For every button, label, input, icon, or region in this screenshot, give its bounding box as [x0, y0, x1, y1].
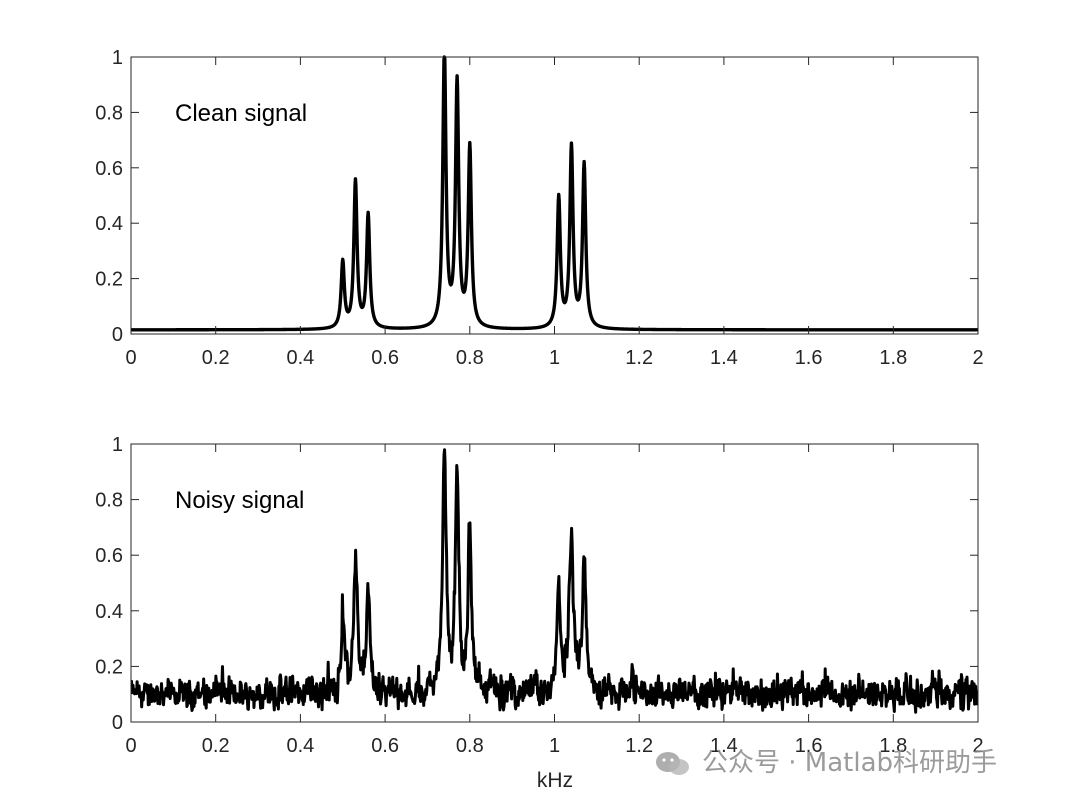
- signal-annotation: Clean signal: [175, 100, 307, 127]
- y-tick-label: 0.6: [95, 158, 123, 180]
- x-tick-label: 0.8: [456, 735, 484, 757]
- signal-line: [131, 55, 978, 332]
- y-tick-label: 1: [112, 434, 123, 456]
- watermark: 公众号 · Matlab科研助手: [656, 748, 997, 778]
- y-tick-label: 0.2: [95, 269, 123, 291]
- y-tick-label: 0.6: [95, 545, 123, 567]
- x-tick-label: 0.2: [202, 347, 230, 369]
- y-tick-label: 0.8: [95, 490, 123, 512]
- x-tick-label: 0.8: [456, 347, 484, 369]
- y-tick-label: 0.4: [95, 601, 123, 623]
- x-tick-label: 0.4: [286, 735, 314, 757]
- signal-annotation: Noisy signal: [175, 487, 304, 514]
- y-tick-label: 1: [112, 47, 123, 69]
- y-tick-label: 0.4: [95, 213, 123, 235]
- x-tick-label: 0: [125, 735, 136, 757]
- x-tick-label: 1.4: [710, 735, 738, 757]
- x-tick-label: 1.4: [710, 347, 738, 369]
- x-tick-label: 0: [125, 347, 136, 369]
- x-tick-label: 2: [972, 347, 983, 369]
- y-tick-label: 0: [112, 712, 123, 734]
- x-tick-label: 1.2: [625, 735, 653, 757]
- clean-signal-axes: 0 0.2 0.4 0.6 0.8 1 1.2 1.4 1.6 1.8 2 0 0.2 0.4 0.6 0.8…: [95, 47, 983, 369]
- x-tick-label: 0.6: [371, 735, 399, 757]
- x-tick-label: 1.6: [795, 347, 823, 369]
- watermark-text: 公众号 · Matlab科研助手: [702, 748, 997, 778]
- x-tick-label: 2: [972, 735, 983, 757]
- x-axis-label: kHz: [537, 769, 573, 792]
- x-tick-label: 1.6: [795, 735, 823, 757]
- wechat-icon: [656, 752, 689, 775]
- x-tick-label: 0.6: [371, 347, 399, 369]
- y-tick-label: 0.8: [95, 102, 123, 124]
- noisy-signal-axes: 0 0.2 0.4 0.6 0.8 1 1.2 1.4 1.6 1.8 2 0 0.2 0.4 0.6 0.8…: [95, 434, 983, 757]
- x-tick-label: 1.2: [625, 347, 653, 369]
- y-tick-label: 0: [112, 324, 123, 346]
- x-tick-label: 1.8: [879, 347, 907, 369]
- x-tick-label: 1: [549, 347, 560, 369]
- y-tick-label: 0.2: [95, 656, 123, 678]
- x-tick-label: 0.2: [202, 735, 230, 757]
- x-tick-label: 0.4: [286, 347, 314, 369]
- signal-line: [131, 448, 978, 714]
- x-tick-label: 1.8: [879, 735, 907, 757]
- x-tick-label: 1: [549, 735, 560, 757]
